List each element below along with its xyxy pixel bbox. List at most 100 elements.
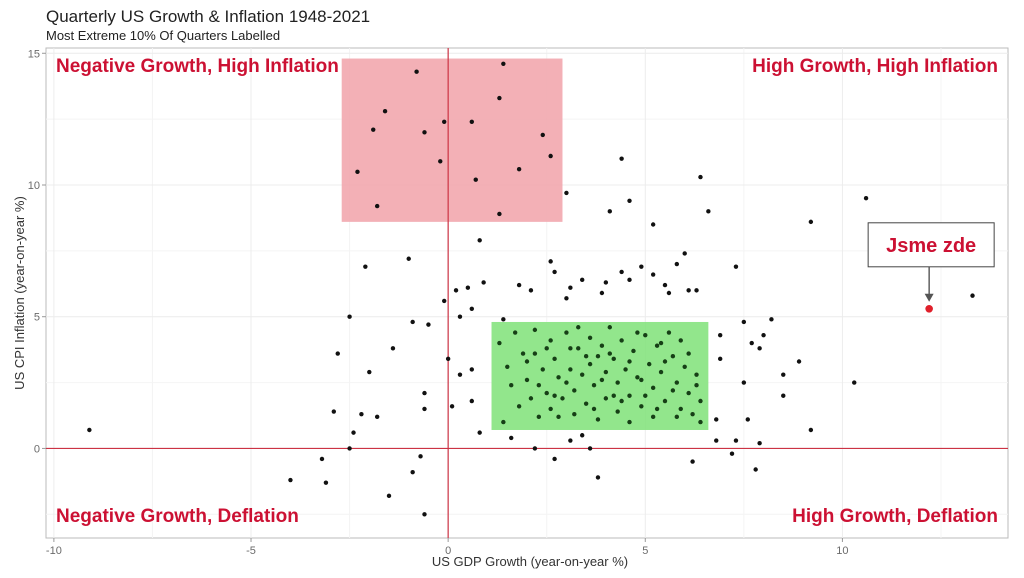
cluster-point [509, 383, 514, 388]
cluster-point [670, 354, 676, 359]
cluster-point [544, 346, 549, 351]
data-point [355, 169, 360, 175]
data-point [469, 306, 475, 312]
data-point [319, 456, 325, 462]
data-point [808, 219, 814, 225]
cluster-point [611, 356, 616, 362]
data-point [414, 69, 419, 74]
quadrant-label-bottom-right: High Growth, Deflation [792, 506, 998, 527]
cluster-point [552, 356, 557, 362]
cluster-point [520, 351, 526, 356]
data-point [335, 351, 340, 356]
callout-arrowhead [924, 293, 934, 302]
data-point [438, 159, 443, 164]
data-point [390, 346, 396, 351]
red-shaded-region [341, 58, 563, 222]
data-point [540, 132, 545, 138]
data-point [761, 332, 766, 338]
cluster-point [690, 411, 695, 417]
cluster-point [532, 351, 538, 356]
green-shaded-region [491, 321, 709, 430]
cluster-point [595, 417, 601, 422]
cluster-point [524, 359, 530, 364]
data-point [568, 438, 573, 443]
data-point [662, 282, 668, 288]
cluster-point [568, 346, 573, 351]
data-point [442, 298, 447, 304]
chart-title: Quarterly US Growth & Inflation 1948-202… [46, 7, 370, 26]
cluster-point [599, 343, 605, 348]
cluster-point [548, 338, 553, 343]
data-point [532, 446, 538, 451]
data-point [757, 440, 762, 446]
cluster-point [627, 393, 632, 398]
data-point [509, 435, 514, 441]
data-point [359, 411, 364, 417]
data-point [363, 264, 368, 269]
cluster-point [583, 401, 589, 406]
cluster-point [678, 338, 683, 343]
cluster-point [686, 390, 691, 396]
data-point [694, 288, 699, 293]
data-point [386, 493, 392, 499]
data-point [516, 282, 522, 288]
cluster-point [611, 393, 616, 398]
cluster-point [650, 414, 656, 420]
data-point [469, 367, 475, 372]
quadrant-label-top-right: High Growth, High Inflation [752, 56, 998, 77]
data-point [717, 356, 723, 362]
data-point [749, 340, 754, 346]
data-point [497, 95, 502, 101]
data-point [469, 119, 475, 124]
highlight-point [925, 305, 933, 313]
data-point [445, 356, 451, 362]
cluster-point [544, 390, 549, 396]
data-point [650, 272, 656, 277]
data-point [347, 314, 352, 319]
data-point [374, 203, 380, 209]
data-point [714, 438, 719, 443]
cluster-point [698, 419, 703, 425]
x-axis-label: US GDP Growth (year-on-year %) [432, 554, 628, 569]
cluster-point [564, 330, 569, 335]
data-point [595, 475, 601, 480]
data-point [418, 454, 423, 459]
cluster-point [647, 361, 652, 367]
cluster-point [552, 393, 557, 398]
cluster-point [536, 414, 542, 420]
cluster-point [583, 354, 589, 359]
cluster-point [524, 377, 530, 383]
data-point [374, 414, 380, 420]
data-point [579, 277, 585, 283]
data-point [757, 346, 762, 351]
data-point [367, 369, 372, 375]
cluster-point [603, 396, 609, 401]
data-point [599, 290, 605, 296]
cluster-point [670, 388, 676, 393]
data-point [371, 127, 376, 132]
cluster-point [568, 367, 573, 372]
cluster-point [532, 327, 538, 333]
data-point [548, 153, 553, 159]
cluster-point [619, 398, 624, 404]
data-point [87, 427, 92, 433]
cluster-point [560, 396, 565, 401]
cluster-point [674, 414, 680, 420]
cluster-point [678, 406, 683, 412]
data-point [741, 319, 747, 325]
data-point [753, 467, 758, 472]
data-points [87, 61, 975, 517]
cluster-point [576, 346, 581, 351]
cluster-point [635, 375, 640, 380]
cluster-point [650, 385, 656, 391]
cluster-point [662, 398, 668, 404]
data-point [347, 446, 352, 451]
cluster-point [682, 364, 687, 369]
cluster-point [599, 377, 605, 383]
cluster-point [643, 332, 648, 338]
data-point [690, 459, 695, 464]
data-point [706, 209, 711, 214]
data-point [852, 380, 857, 385]
data-point [796, 359, 802, 364]
cluster-point [666, 330, 672, 335]
